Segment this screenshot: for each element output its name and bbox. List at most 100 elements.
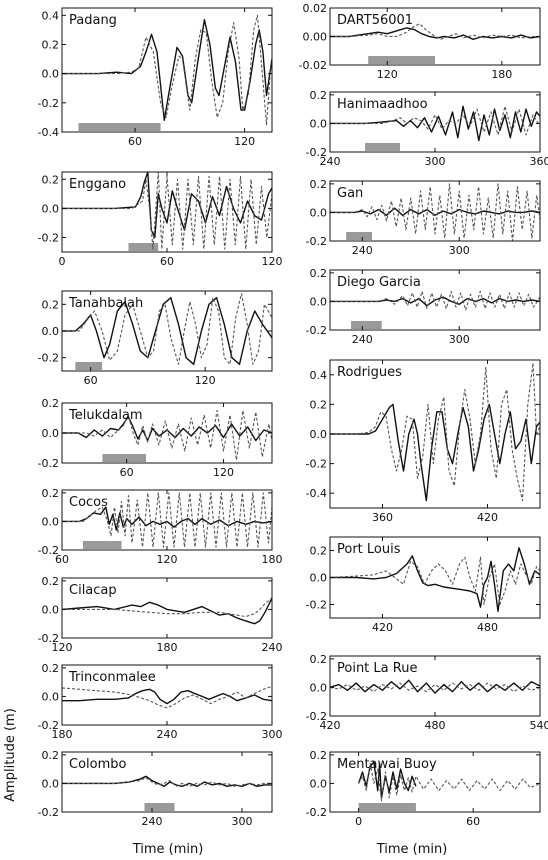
- arrival-window-bar: [83, 541, 122, 549]
- series-observed-line: [62, 597, 272, 625]
- y-tick-label: 0.2: [42, 662, 60, 675]
- y-tick-label: -0.2: [38, 457, 59, 470]
- plot-frame: [61, 7, 273, 133]
- y-tick-label: 0.0: [310, 117, 328, 130]
- panel-telukdalam: -0.2 0.0 0.2 60 120 Telukdalam: [38, 397, 273, 479]
- x-tick-label: 120: [157, 553, 178, 566]
- x-tick-label: 420: [477, 511, 498, 524]
- series-observed-line: [330, 207, 540, 216]
- station-label: Colombo: [69, 757, 127, 772]
- x-tick-label: 480: [425, 719, 446, 732]
- x-tick-label: 60: [120, 466, 134, 479]
- panel-dart56001: -0.02 0.00 0.02 120 180 DART56001: [299, 2, 541, 81]
- series-modeled-line: [62, 172, 272, 250]
- x-tick-label: 120: [234, 135, 255, 148]
- plot-frame: [61, 751, 273, 813]
- station-label: Mentawai Buoy: [337, 757, 437, 772]
- y-tick-label: 0.0: [42, 202, 60, 215]
- y-tick-label: -0.4: [38, 126, 59, 139]
- series-observed-line: [330, 296, 540, 307]
- y-tick-label: 0.2: [42, 397, 60, 410]
- x-tick-label: 240: [352, 333, 373, 346]
- arrival-window-bar: [75, 362, 103, 370]
- station-label: Hanimaadhoo: [337, 97, 428, 112]
- x-tick-label: 360: [372, 511, 393, 524]
- y-tick-label: 0.2: [310, 89, 328, 102]
- x-tick-label: 120: [377, 68, 398, 81]
- station-label: Trinconmalee: [68, 670, 156, 685]
- panel-colombo: -0.2 0.0 0.2 240 300 Colombo: [38, 749, 273, 828]
- station-label: Telukdalam: [68, 408, 143, 423]
- x-tick-label: 420: [372, 621, 393, 634]
- arrival-window-bar: [351, 321, 382, 329]
- y-tick-label: 0.2: [42, 173, 60, 186]
- x-tick-label: 240: [157, 728, 178, 741]
- panel-port-louis: -0.2 0.0 0.2 420 480 Port Louis: [306, 536, 541, 634]
- y-tick-label: 0.0: [310, 681, 328, 694]
- station-label: Gan: [337, 186, 363, 201]
- y-tick-label: 0.00: [303, 31, 328, 44]
- y-tick-label: -0.2: [38, 231, 59, 244]
- series-observed-line: [330, 547, 540, 612]
- y-tick-label: 0.2: [310, 749, 328, 762]
- series-modeled-line: [62, 14, 272, 126]
- y-tick-label: -0.2: [306, 599, 327, 612]
- arrival-window-bar: [368, 56, 435, 64]
- panel-cilacap: -0.2 0.0 0.2 120 180 240 Cilacap: [38, 575, 283, 654]
- y-tick-label: -0.2: [306, 324, 327, 337]
- y-tick-label: -0.2: [306, 806, 327, 819]
- y-tick-label: 0.0: [42, 427, 60, 440]
- x-tick-label: 240: [142, 815, 163, 828]
- x-tick-label: 60: [55, 553, 69, 566]
- y-tick-label: 0.0: [42, 690, 60, 703]
- y-tick-label: 0.0: [42, 325, 60, 338]
- panel-tanahbalah: -0.2 0.0 0.2 60 120 Tanahbalah: [38, 290, 273, 387]
- panel-point-la-rue: -0.2 0.0 0.2 420 480 540 Point La Rue: [306, 653, 548, 732]
- x-tick-label: 180: [157, 641, 178, 654]
- panel-rodrigues: -0.4 -0.2 0.0 0.2 0.4 360 420 Rodrigues: [306, 359, 541, 524]
- y-tick-label: -0.2: [306, 146, 327, 159]
- station-label: Point La Rue: [337, 661, 417, 676]
- y-tick-label: 0.2: [42, 298, 60, 311]
- y-tick-label: 0.0: [310, 777, 328, 790]
- series-modeled-line: [330, 183, 540, 241]
- x-tick-label: 300: [232, 815, 253, 828]
- panel-diego-garcia: -0.2 0.0 0.2 240 300 Diego Garcia: [306, 267, 541, 346]
- y-tick-label: 0.2: [310, 545, 328, 558]
- series-modeled-line: [62, 597, 272, 618]
- y-tick-label: -0.2: [306, 710, 327, 723]
- station-label: Diego Garcia: [337, 275, 421, 290]
- panels-group: -0.4 -0.2 0.0 0.2 0.4 60 120 Padang -0.2 0.0 0.2 0 6…: [38, 2, 548, 828]
- x-tick-label: 240: [320, 155, 341, 168]
- plot-frame: [329, 269, 541, 331]
- y-tick-label: -0.4: [306, 487, 327, 500]
- y-tick-label: 0.2: [310, 178, 328, 191]
- x-tick-label: 120: [52, 641, 73, 654]
- x-tick-label: 240: [352, 244, 373, 257]
- x-tick-label: 180: [262, 553, 283, 566]
- series-observed-line: [62, 688, 272, 705]
- station-label: Cilacap: [69, 583, 117, 598]
- x-tick-label: 60: [84, 374, 98, 387]
- panel-mentawai-buoy: -0.2 0.0 0.2 0 60 Mentawai Buoy: [306, 749, 541, 828]
- panel-hanimaadhoo: -0.2 0.0 0.2 240 300 360 Hanimaadhoo: [306, 89, 548, 168]
- series-modeled-line: [330, 105, 540, 136]
- x-tick-label: 120: [213, 466, 234, 479]
- station-label: DART56001: [337, 13, 413, 28]
- series-modeled-line: [62, 685, 272, 709]
- y-tick-label: 0.02: [303, 2, 328, 15]
- series-modeled-line: [62, 293, 272, 365]
- series-modeled-line: [330, 556, 540, 606]
- y-tick-label: -0.2: [38, 352, 59, 365]
- panel-padang: -0.4 -0.2 0.0 0.2 0.4 60 120 Padang: [38, 7, 273, 148]
- plot-frame: [329, 751, 541, 813]
- x-tick-label: 540: [530, 719, 548, 732]
- x-tick-label: 420: [320, 719, 341, 732]
- station-label: Rodrigues: [337, 365, 402, 380]
- x-tick-label: 60: [160, 255, 174, 268]
- plot-frame: [329, 180, 541, 242]
- x-tick-label: 60: [128, 135, 142, 148]
- arrival-window-bar: [358, 803, 416, 811]
- y-tick-label: -0.2: [306, 235, 327, 248]
- y-tick-label: 0.2: [310, 653, 328, 666]
